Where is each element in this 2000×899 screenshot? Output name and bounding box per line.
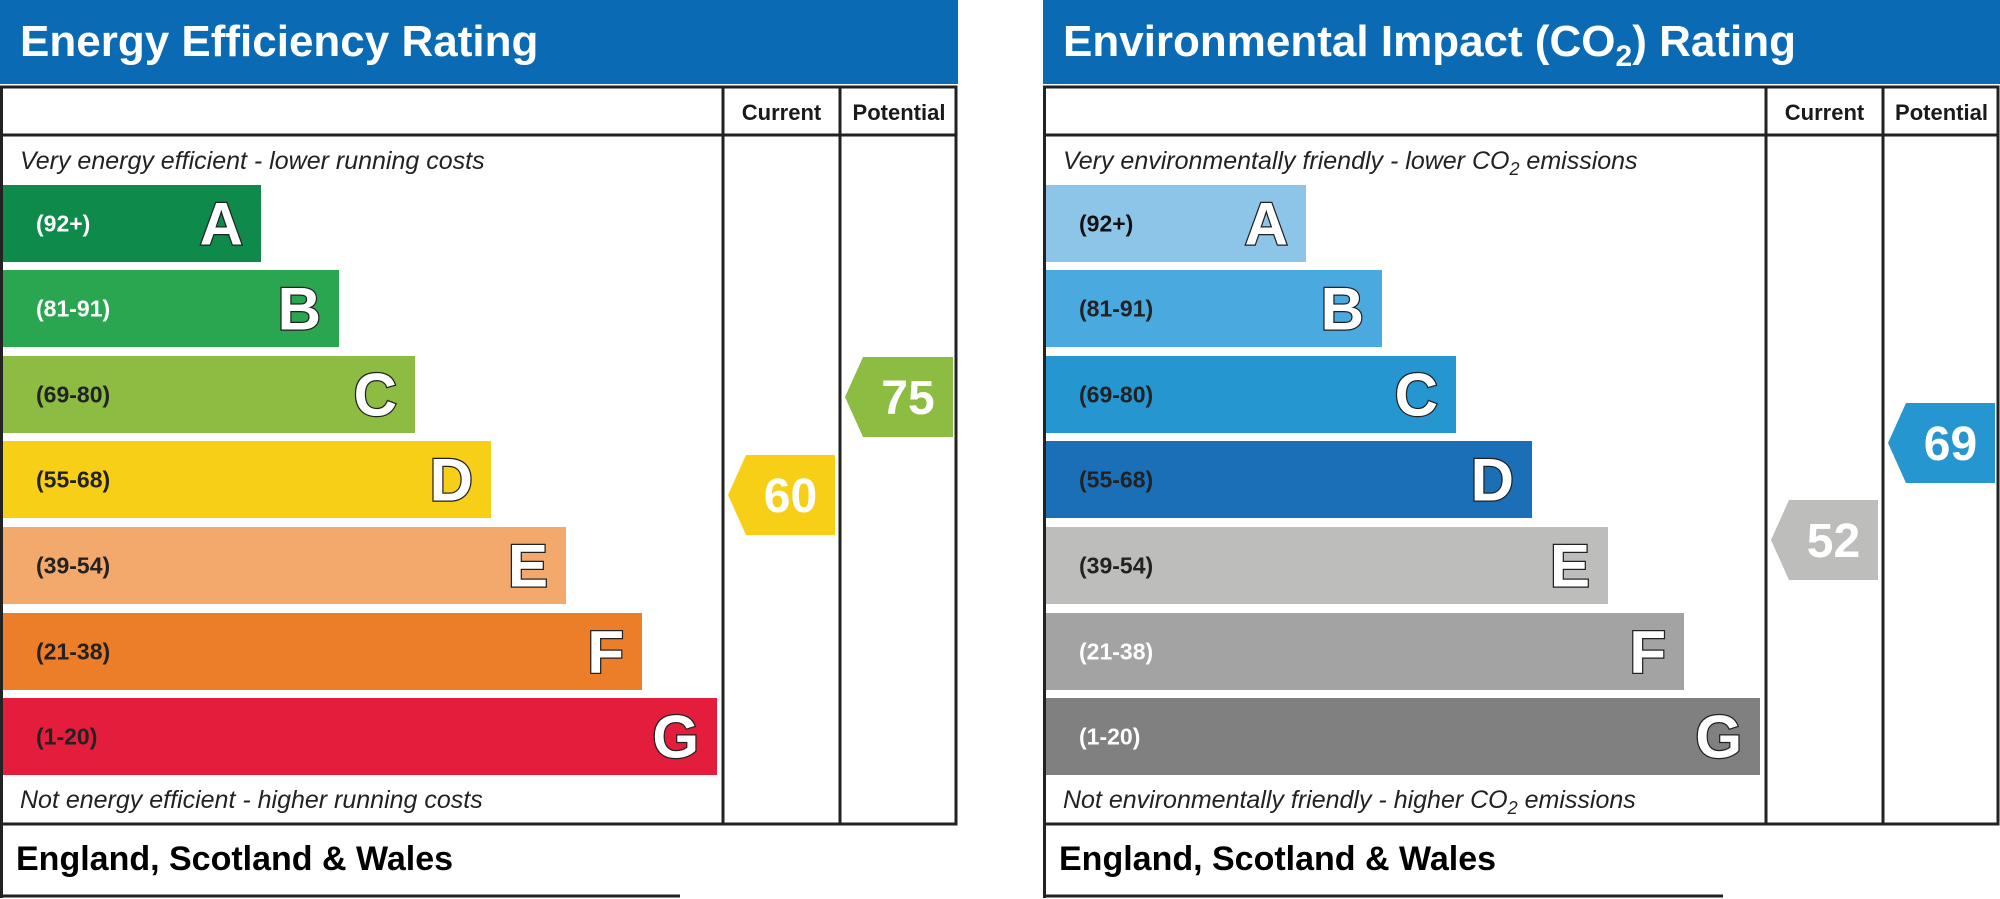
top-note: Very environmentally friendly - lower CO… [1063, 147, 1638, 179]
band-letter-f: F [1629, 619, 1666, 686]
band-bar-d [3, 441, 491, 518]
chart-title-part: Environmental Impact (CO [1063, 17, 1616, 66]
band-bar-e [1046, 527, 1608, 604]
band-bar-f [3, 613, 642, 690]
bottom-note-part: emissions [1518, 786, 1636, 814]
band-range-g: (1-20) [36, 724, 97, 750]
chart-title-part: ) Rating [1632, 17, 1796, 66]
band-letter-d: D [430, 447, 473, 514]
band-bar-f [1046, 613, 1684, 690]
chart-title: Environmental Impact (CO2) Rating [1063, 17, 1796, 73]
band-range-a: (92+) [1079, 211, 1133, 237]
band-range-d: (55-68) [1079, 467, 1153, 493]
column-header-potential: Potential [853, 100, 946, 125]
current-marker [728, 455, 835, 535]
current-rating-value: 52 [1807, 515, 1860, 568]
band-range-b: (81-91) [36, 296, 110, 322]
band-bar-a [1046, 185, 1306, 262]
top-note-part: emissions [1519, 147, 1637, 175]
band-bar-d [1046, 441, 1532, 518]
top-note-part: Very environmentally friendly - lower CO [1063, 147, 1509, 175]
band-letter-e: E [508, 533, 548, 600]
band-range-d: (55-68) [36, 467, 110, 493]
band-letter-b: B [278, 276, 321, 343]
potential-rating-value: 75 [881, 372, 934, 425]
band-range-g: (1-20) [1079, 724, 1140, 750]
band-range-a: (92+) [36, 211, 90, 237]
current-rating-value: 60 [764, 470, 817, 523]
band-letter-d: D [1471, 447, 1514, 514]
region-label: England, Scotland & Wales [1059, 840, 1496, 878]
band-letter-g: G [652, 704, 699, 771]
current-marker [1771, 500, 1878, 580]
chart-frame [0, 85, 958, 826]
bottom-note-part: 2 [1507, 798, 1518, 818]
band-letter-g: G [1695, 704, 1742, 771]
band-range-b: (81-91) [1079, 296, 1153, 322]
header-bar [0, 0, 958, 84]
potential-marker [1888, 403, 1995, 483]
band-range-f: (21-38) [1079, 639, 1153, 665]
chart-title-part: 2 [1616, 40, 1633, 73]
top-note: Very energy efficient - lower running co… [20, 147, 485, 175]
band-range-c: (69-80) [1079, 382, 1153, 408]
band-letter-b: B [1321, 276, 1364, 343]
band-bar-c [3, 356, 415, 433]
bottom-note-part: Not environmentally friendly - higher CO [1063, 786, 1508, 814]
band-bar-b [3, 270, 339, 347]
band-letter-a: A [1245, 191, 1288, 258]
band-bar-a [3, 185, 261, 262]
band-letter-e: E [1550, 533, 1590, 600]
band-bar-c [1046, 356, 1456, 433]
band-range-f: (21-38) [36, 639, 110, 665]
bottom-note: Not environmentally friendly - higher CO… [1063, 786, 1636, 818]
band-bar-b [1046, 270, 1382, 347]
column-header-current: Current [1785, 100, 1865, 125]
band-letter-c: C [354, 362, 397, 429]
chart-frame [1043, 85, 2000, 826]
potential-rating-value: 69 [1924, 418, 1977, 471]
region-label: England, Scotland & Wales [16, 840, 453, 878]
column-header-current: Current [742, 100, 822, 125]
potential-marker [845, 357, 953, 437]
band-bar-e [3, 527, 566, 604]
header-bar [1043, 0, 2000, 84]
column-header-potential: Potential [1895, 100, 1988, 125]
band-letter-c: C [1395, 362, 1438, 429]
band-letter-a: A [200, 191, 243, 258]
band-range-e: (39-54) [1079, 553, 1153, 579]
top-note-part: 2 [1508, 159, 1519, 179]
band-range-e: (39-54) [36, 553, 110, 579]
band-letter-f: F [587, 619, 624, 686]
chart-title: Energy Efficiency Rating [20, 17, 538, 66]
band-bar-g [1046, 698, 1760, 775]
bottom-note: Not energy efficient - higher running co… [20, 786, 483, 814]
band-range-c: (69-80) [36, 382, 110, 408]
band-bar-g [3, 698, 717, 775]
